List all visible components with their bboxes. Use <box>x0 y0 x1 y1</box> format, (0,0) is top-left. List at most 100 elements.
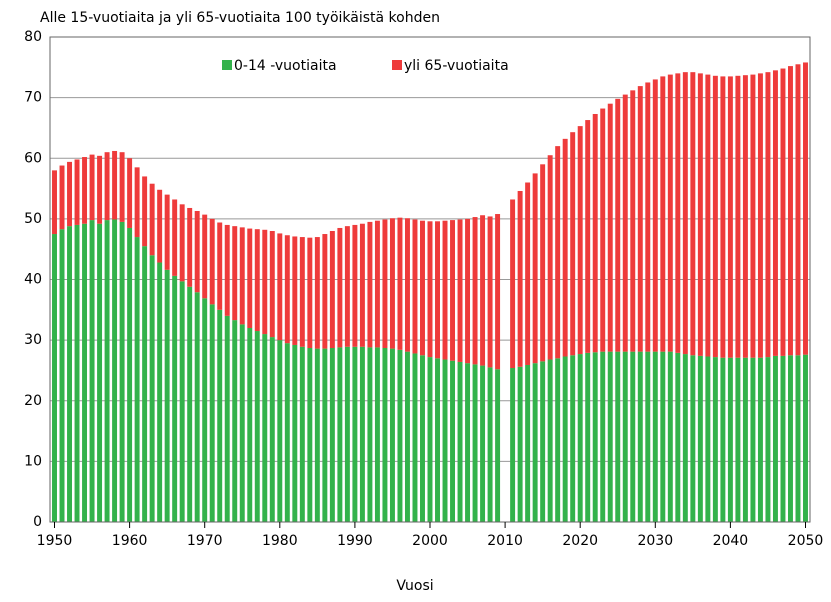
bar-segment <box>157 262 163 522</box>
bar-segment <box>472 364 478 522</box>
bar-segment <box>277 340 283 522</box>
bar-segment <box>495 214 501 370</box>
bar-segment <box>97 155 103 224</box>
bar-segment <box>404 218 410 352</box>
bar-segment <box>307 348 313 522</box>
bar-segment <box>359 223 365 347</box>
bar-segment <box>787 66 793 356</box>
legend-swatch <box>222 60 232 70</box>
bar-segment <box>630 90 636 352</box>
bar-segment <box>284 343 290 522</box>
bar-segment <box>112 150 118 220</box>
bar-segment <box>750 357 756 522</box>
bar-segment <box>314 348 320 522</box>
bar-segment <box>202 214 208 299</box>
y-tick-label: 50 <box>24 211 42 227</box>
bar-segment <box>690 355 696 522</box>
bar-segment <box>262 334 268 522</box>
bar-segment <box>322 234 328 349</box>
bar-segment <box>104 152 110 221</box>
bar-segment <box>450 360 456 522</box>
bar-segment <box>134 237 140 522</box>
bar-segment <box>637 351 643 522</box>
x-tick-label: 1960 <box>112 533 148 549</box>
bar-segment <box>577 354 583 522</box>
bar-segment <box>232 320 238 522</box>
bar-segment <box>712 357 718 522</box>
bar-segment <box>765 72 771 358</box>
bar-segment <box>329 348 335 522</box>
bar-segment <box>397 217 403 350</box>
bar-segment <box>525 364 531 522</box>
bar-segment <box>239 324 245 522</box>
bar-segment <box>772 70 778 356</box>
bar-segment <box>615 98 621 352</box>
x-tick-label: 2010 <box>487 533 523 549</box>
bar-segment <box>299 346 305 522</box>
bar-segment <box>164 194 170 270</box>
bar-segment <box>232 226 238 321</box>
bar-segment <box>795 64 801 356</box>
bar-segment <box>442 220 448 360</box>
bar-segment <box>457 219 463 362</box>
bar-segment <box>667 74 673 352</box>
bar-segment <box>344 346 350 522</box>
bar-segment <box>427 221 433 358</box>
bar-segment <box>480 365 486 522</box>
bar-segment <box>352 224 358 347</box>
bar-segment <box>690 72 696 356</box>
bar-segment <box>314 237 320 349</box>
bar-segment <box>570 355 576 522</box>
y-tick-label: 20 <box>24 393 42 409</box>
bar-segment <box>517 190 523 367</box>
bar-segment <box>562 356 568 522</box>
bar-segment <box>495 369 501 522</box>
bar-segment <box>555 146 561 359</box>
bar-segment <box>172 275 178 522</box>
bar-segment <box>803 62 808 355</box>
bar-segment <box>742 75 748 358</box>
bar-segment <box>262 229 268 335</box>
bar-segment <box>540 164 546 362</box>
bar-segment <box>487 216 493 368</box>
bar-segment <box>592 352 598 522</box>
y-tick-label: 0 <box>33 514 42 530</box>
bar-segment <box>600 351 606 522</box>
bar-segment <box>450 220 456 361</box>
x-tick-label: 2030 <box>637 533 673 549</box>
legend-label: yli 65-vuotiaita <box>404 58 509 74</box>
bar-segment <box>74 224 80 522</box>
bar-segment <box>457 361 463 522</box>
bar-segment <box>720 76 726 358</box>
bar-segment <box>82 223 88 522</box>
bar-segment <box>727 76 733 358</box>
bar-segment <box>697 355 703 522</box>
bar-segment <box>89 154 95 221</box>
bar-segment <box>149 183 155 256</box>
x-tick-label: 1950 <box>37 533 73 549</box>
chart-title: Alle 15-vuotiaita ja yli 65-vuotiaita 10… <box>40 10 440 26</box>
bar-segment <box>179 281 185 522</box>
bar-segment <box>645 351 651 522</box>
bar-segment <box>765 357 771 522</box>
x-tick-label: 2020 <box>562 533 598 549</box>
bar-segment <box>660 76 666 352</box>
y-tick-label: 70 <box>24 90 42 106</box>
bar-segment <box>697 73 703 356</box>
bar-segment <box>142 246 148 522</box>
bar-segment <box>239 227 245 325</box>
bar-segment <box>89 220 95 522</box>
bar-segment <box>600 108 606 352</box>
bar-segment <box>254 229 260 332</box>
bar-segment <box>517 366 523 522</box>
bar-segment <box>104 220 110 522</box>
bar-segment <box>585 120 591 353</box>
bar-segment <box>622 351 628 522</box>
bar-segment <box>615 351 621 522</box>
bar-segment <box>217 309 223 522</box>
bar-segment <box>337 227 343 348</box>
bar-segment <box>59 165 65 230</box>
legend-label: 0-14 -vuotiaita <box>234 58 337 74</box>
bar-segment <box>412 353 418 522</box>
bar-segment <box>532 173 538 364</box>
